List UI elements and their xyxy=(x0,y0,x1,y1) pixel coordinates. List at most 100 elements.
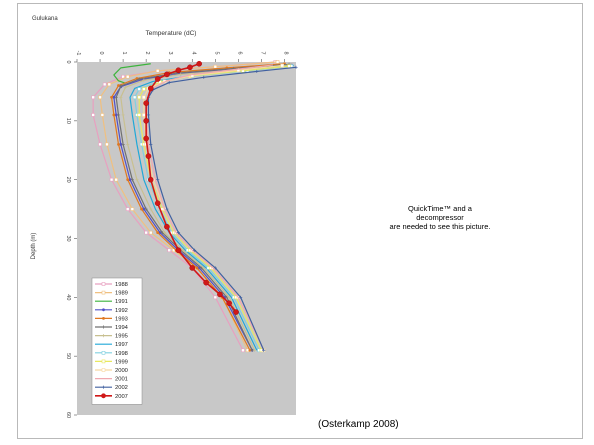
legend-marker xyxy=(101,350,106,355)
data-point xyxy=(187,64,193,71)
legend-marker xyxy=(101,385,106,389)
data-point xyxy=(202,266,206,270)
data-point xyxy=(213,266,217,270)
data-point xyxy=(130,178,134,182)
data-point xyxy=(167,80,171,85)
legend-item-2002: 2002 xyxy=(95,385,128,391)
legend-marker xyxy=(101,393,106,399)
data-point xyxy=(147,176,154,183)
y-tick-label: 50 xyxy=(65,353,71,359)
data-point xyxy=(114,95,118,99)
series-2007 xyxy=(143,60,239,315)
data-point xyxy=(227,295,231,299)
data-point xyxy=(156,178,160,182)
data-point xyxy=(239,295,243,299)
y-tick-label: 0 xyxy=(65,60,71,63)
data-point xyxy=(203,279,209,286)
data-point xyxy=(175,247,182,254)
data-point xyxy=(123,85,128,89)
data-point xyxy=(130,207,135,211)
series-line-1991 xyxy=(113,63,151,84)
data-point xyxy=(112,95,116,99)
x-axis-label: Temperature (dC) xyxy=(146,30,197,37)
data-point xyxy=(280,63,284,68)
data-point xyxy=(137,87,142,91)
data-point xyxy=(119,95,123,99)
legend-label: 2002 xyxy=(115,385,128,391)
data-point xyxy=(117,84,120,87)
legend-marker xyxy=(101,359,106,364)
legend-item-1992: 1992 xyxy=(95,308,128,314)
x-tick-label: -1 xyxy=(75,51,81,56)
legend-marker xyxy=(101,282,106,286)
legend-label: 1991 xyxy=(115,299,128,305)
x-tick-label: 6 xyxy=(236,51,242,54)
data-point xyxy=(91,113,95,117)
data-point xyxy=(164,223,170,230)
legend-label: 2001 xyxy=(115,377,128,383)
series-line-2001 xyxy=(145,64,274,351)
legend-item-2001: 2001 xyxy=(95,377,128,383)
legend-item-1989: 1989 xyxy=(95,291,128,297)
data-point xyxy=(213,295,218,300)
y-tick-label: 20 xyxy=(65,177,71,183)
data-point xyxy=(135,178,139,182)
data-point xyxy=(121,113,125,117)
x-tick-label: 2 xyxy=(144,51,150,54)
data-point xyxy=(233,309,239,315)
data-point xyxy=(105,142,109,147)
legend-marker xyxy=(101,325,106,329)
y-axis-ticks: 0 10 20 30 40 50 60 xyxy=(65,60,77,418)
legend-item-1998: 1998 xyxy=(95,351,128,357)
data-point xyxy=(128,178,132,182)
quicktime-line-2: decompressor xyxy=(416,213,464,222)
data-point xyxy=(287,64,291,68)
data-point xyxy=(132,95,137,100)
data-point xyxy=(155,69,160,73)
legend-label: 1998 xyxy=(115,351,128,357)
x-tick-label: 7 xyxy=(259,51,265,54)
data-point xyxy=(149,142,153,146)
data-point xyxy=(262,348,266,352)
data-point xyxy=(202,75,206,79)
legend-label: 1995 xyxy=(115,334,128,340)
legend-item-1991: 1991 xyxy=(95,299,128,305)
data-point xyxy=(255,69,259,74)
data-point xyxy=(149,207,153,211)
data-point xyxy=(156,231,160,235)
data-point xyxy=(112,113,116,117)
y-tick-label: 40 xyxy=(65,294,71,300)
legend-label: 1989 xyxy=(115,291,128,297)
legend-label: 2000 xyxy=(115,368,128,374)
data-point xyxy=(143,135,149,142)
data-point xyxy=(192,248,197,252)
data-point xyxy=(143,100,149,106)
legend-item-1995: 1995 xyxy=(95,334,128,340)
x-tick-label: 5 xyxy=(213,51,219,54)
quicktime-line-1: QuickTime™ and a xyxy=(408,204,472,213)
data-point xyxy=(125,74,130,79)
data-point xyxy=(114,177,118,182)
data-point xyxy=(147,85,154,92)
data-point xyxy=(195,266,199,270)
data-point xyxy=(146,113,151,117)
data-point xyxy=(119,84,123,88)
data-point xyxy=(140,207,143,211)
x-tick-label: 1 xyxy=(121,51,127,54)
data-point xyxy=(189,265,196,271)
legend-item-1999: 1999 xyxy=(95,359,128,365)
data-point xyxy=(145,153,152,159)
y-tick-label: 30 xyxy=(65,235,71,241)
data-point xyxy=(174,71,178,75)
data-point xyxy=(107,82,112,87)
data-point xyxy=(179,72,183,76)
data-point xyxy=(190,73,195,78)
legend-marker xyxy=(101,368,106,372)
data-point xyxy=(142,78,146,82)
legend-box xyxy=(91,277,143,405)
data-point xyxy=(126,178,130,182)
data-point xyxy=(176,231,181,235)
data-point xyxy=(175,67,182,74)
data-point xyxy=(102,82,107,87)
